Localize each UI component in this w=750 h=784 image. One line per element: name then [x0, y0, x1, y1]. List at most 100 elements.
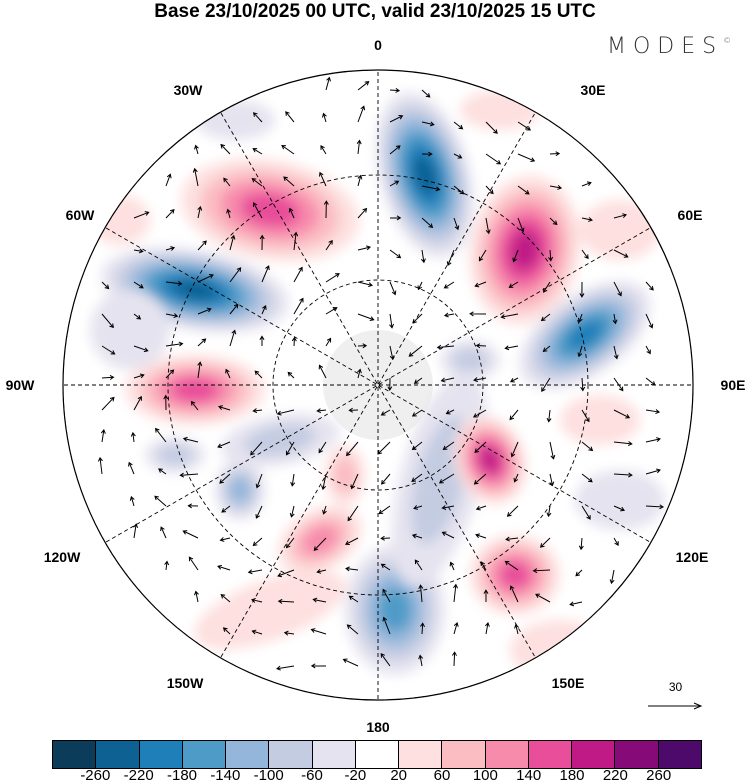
- wind-arrow: [182, 436, 199, 443]
- wind-arrow: [347, 505, 359, 522]
- map-title: Base 23/10/2025 00 UTC, valid 23/10/2025…: [154, 1, 596, 22]
- wind-arrow: [440, 377, 455, 383]
- label-30w: 30W: [173, 82, 203, 98]
- wind-arrow: [443, 281, 455, 289]
- wind-arrow: [546, 409, 552, 423]
- colorbar-tick: 140: [516, 767, 542, 784]
- latitude-circle: [272, 279, 484, 491]
- colorbar-tick: -20: [344, 767, 367, 784]
- colorbar-swatch: [572, 741, 616, 768]
- wind-arrow: [436, 344, 455, 350]
- wind-arrow: [389, 145, 401, 155]
- wind-arrow: [288, 207, 295, 219]
- meridian-line: [217, 107, 539, 663]
- wind-arrow: [509, 409, 519, 421]
- wind-arrow: [517, 121, 532, 131]
- wind-arrow: [222, 627, 231, 635]
- wind-arrow: [318, 364, 327, 379]
- wind-arrow: [322, 505, 327, 515]
- negative-anomaly: [452, 348, 488, 372]
- wind-arrow: [549, 151, 561, 157]
- wind-arrow: [417, 281, 423, 291]
- wind-arrow: [229, 267, 242, 283]
- wind-arrow: [101, 374, 115, 380]
- wind-arrow: [101, 345, 116, 355]
- wind-arrow: [420, 622, 425, 635]
- wind-arrow: [163, 394, 169, 411]
- wind-arrow: [517, 153, 536, 162]
- wind-arrow: [357, 368, 362, 379]
- meridian-line: [217, 107, 539, 663]
- colorbar-swatch: [312, 741, 356, 768]
- label-30e: 30E: [580, 82, 606, 98]
- wind-arrow: [389, 180, 400, 187]
- wind-arrow: [389, 249, 402, 259]
- positive-anomaly: [560, 395, 640, 445]
- wind-arrow: [517, 217, 525, 233]
- wind-arrow: [613, 249, 629, 258]
- wind-arrow: [453, 217, 460, 231]
- wind-arrow: [133, 373, 145, 379]
- wind-arrow: [412, 313, 423, 324]
- wind-arrow: [474, 281, 487, 288]
- wind-arrow: [453, 153, 463, 159]
- wind-arrow: [645, 281, 654, 291]
- wind-arrow: [155, 427, 167, 443]
- wind-arrow: [504, 345, 519, 351]
- wind-arrow: [342, 658, 359, 667]
- wind-arrow: [539, 537, 551, 548]
- label-90w: 90W: [5, 377, 35, 393]
- wind-arrow: [250, 441, 263, 456]
- vector-scale-label: 30: [668, 680, 683, 694]
- wind-arrow: [285, 111, 295, 123]
- positive-anomaly: [580, 200, 660, 260]
- wind-arrow: [194, 144, 199, 155]
- positive-anomaly: [509, 229, 541, 271]
- wind-arrow: [310, 628, 327, 635]
- wind-arrow: [509, 377, 519, 383]
- wind-arrow: [158, 468, 167, 475]
- wind-arrow: [229, 234, 236, 251]
- wind-arrow: [513, 473, 519, 483]
- meridian-line: [100, 224, 656, 546]
- wind-arrow: [377, 441, 391, 455]
- wind-arrow: [133, 281, 144, 289]
- wind-arrow: [389, 313, 395, 329]
- wind-arrow: [321, 473, 327, 491]
- wind-arrow: [581, 409, 590, 423]
- wind-arrow: [577, 313, 583, 323]
- positive-anomaly: [460, 90, 540, 130]
- wind-arrow: [261, 304, 267, 315]
- wind-arrow: [500, 313, 519, 320]
- wind-arrow: [613, 377, 624, 392]
- wind-arrow: [357, 281, 373, 288]
- wind-arrow: [609, 569, 615, 585]
- wind-arrow: [378, 505, 391, 515]
- wind-arrow: [197, 338, 207, 347]
- wind-arrow: [133, 313, 142, 320]
- wind-arrow: [160, 526, 167, 539]
- wind-arrow: [289, 505, 295, 518]
- wind-arrow: [128, 461, 135, 475]
- wind-arrow: [223, 177, 231, 187]
- wind-arrow: [613, 505, 626, 512]
- wind-arrow: [219, 473, 231, 484]
- wind-arrow: [194, 590, 199, 603]
- wind-arrow: [613, 281, 622, 297]
- wind-arrow: [229, 303, 239, 315]
- wind-arrow: [475, 533, 487, 539]
- wind-arrow: [469, 311, 487, 317]
- wind-arrow: [130, 431, 136, 443]
- wind-arrow: [101, 281, 110, 290]
- wind-arrow: [133, 248, 144, 254]
- wind-arrow: [645, 345, 651, 355]
- wind-arrow: [252, 148, 263, 155]
- wind-arrow: [277, 569, 295, 578]
- positive-anomaly: [500, 561, 530, 589]
- wind-arrow: [478, 249, 487, 262]
- wind-arrow: [190, 400, 199, 411]
- wind-arrow: [133, 523, 139, 539]
- wind-arrow: [484, 622, 490, 635]
- wind-arrow: [344, 537, 359, 546]
